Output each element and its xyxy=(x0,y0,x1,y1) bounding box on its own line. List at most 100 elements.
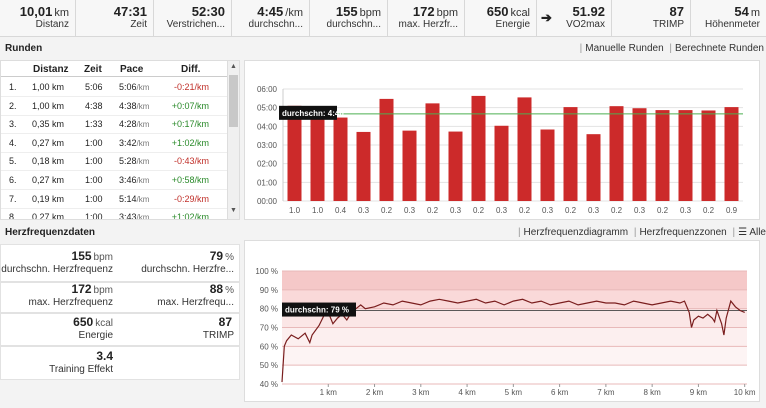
scroll-up-icon[interactable]: ▲ xyxy=(230,63,237,70)
x-tick-label: 6 km xyxy=(551,388,569,397)
summary-vo2max: 51.92 VO2max xyxy=(556,0,612,37)
x-tick-label: 0.3 xyxy=(450,206,462,215)
summary-distance: 10,01 km Distanz xyxy=(0,0,76,37)
lap-pace-unit: /km xyxy=(136,176,150,185)
hr-stat-row-2: 172 bpm max. Herzfrequenz 88% max. Herzfr… xyxy=(0,282,240,313)
lap-number: 8. xyxy=(9,212,17,220)
x-tick-label: 0.2 xyxy=(381,206,393,215)
hr-line-chart-svg: 40 % 50 % 60 % 70 % 80 % 90 % 100 % 1 km 2 km 3 k… xyxy=(255,267,756,397)
x-tick-label: 0.3 xyxy=(634,206,646,215)
lap-diff: -0:43/km xyxy=(173,156,209,167)
y-tick-label: 50 % xyxy=(260,361,278,370)
lap-diff: -0:21/km xyxy=(173,82,209,92)
x-tick-label: 0.2 xyxy=(565,206,577,215)
summary-time: 47:31 Zeit xyxy=(76,0,154,37)
lap-number: 6. xyxy=(9,175,17,185)
pace-bar xyxy=(563,107,578,201)
pace-bar xyxy=(448,131,463,201)
x-tick-label: 8 km xyxy=(643,388,661,397)
x-tick-label: 2 km xyxy=(366,388,384,397)
lap-distance: 0,27 km xyxy=(32,212,65,220)
lap-pace-unit: /km xyxy=(136,120,150,130)
x-tick-label: 0.3 xyxy=(496,206,508,215)
lap-time: 5:06 xyxy=(85,82,103,92)
lap-number: 5. xyxy=(9,156,17,167)
x-tick-label: 0.3 xyxy=(588,206,600,215)
x-tick-label: 1 km xyxy=(320,388,338,397)
y-tick-label: 80 % xyxy=(260,305,278,314)
table-row[interactable]: 2. 1,00 km 4:38 4:38/km +0:07/km xyxy=(1,97,227,116)
summary-avg-pace: 4:45/km durchschn... xyxy=(232,0,310,37)
hr-diagram-link[interactable]: Herzfrequenzdiagramm xyxy=(523,227,629,238)
lap-diff: +1:02/km xyxy=(171,137,209,148)
pace-bar xyxy=(333,117,348,201)
lap-time: 1:00 xyxy=(85,156,103,167)
scroll-thumb[interactable] xyxy=(229,75,238,127)
average-label-bg xyxy=(282,302,356,317)
summary-trimp: 87 TRIMP xyxy=(612,0,691,37)
table-row[interactable]: 8. 0,27 km 1:00 3:43/km +1:02/km xyxy=(1,208,227,220)
summary-max-hr: 172 bpm max. Herzfr... xyxy=(388,0,465,37)
pace-bar xyxy=(379,98,394,201)
hr-line-chart: 40 % 50 % 60 % 70 % 80 % 90 % 100 % 1 km 2 km 3 k… xyxy=(244,240,760,402)
x-tick-label: 0.3 xyxy=(404,206,416,215)
x-tick-label: 0.2 xyxy=(611,206,623,215)
table-row[interactable]: 1. 1,00 km 5:06 5:06/km -0:21/km xyxy=(1,78,227,97)
hr-zone-band xyxy=(282,271,747,290)
x-tick-label: 5 km xyxy=(505,388,523,397)
hr-stat-avg-bpm: 155 bpm durchschn. Herzfrequenz xyxy=(1,249,113,275)
scroll-down-icon[interactable]: ▼ xyxy=(230,207,237,214)
y-tick-label: 06:00 xyxy=(257,85,278,94)
lap-distance: 0,27 km xyxy=(32,137,65,148)
lap-pace: 3:42/km xyxy=(119,137,150,148)
hr-zone-band xyxy=(282,327,747,347)
table-row[interactable]: 7. 0,19 km 1:00 5:14/km -0:29/km xyxy=(1,190,227,209)
hr-stat-max-pct: 88% max. Herzfrequ... xyxy=(157,282,234,308)
y-tick-label: 02:00 xyxy=(257,160,278,169)
lap-pace-unit: /km xyxy=(136,194,150,204)
arrow-right-icon[interactable]: ➔ xyxy=(541,10,552,25)
table-row[interactable]: 4. 0,27 km 1:00 3:42/km +1:02/km xyxy=(1,134,227,153)
pace-bar xyxy=(540,129,555,201)
lap-pace: 5:28/km xyxy=(119,156,150,167)
lap-time: 1:00 xyxy=(85,175,103,185)
y-tick-label: 04:00 xyxy=(257,122,278,131)
menu-icon[interactable]: ☰ xyxy=(738,227,748,238)
calculated-laps-link[interactable]: Berechnete Runden xyxy=(675,43,764,54)
lap-pace: 3:43/km xyxy=(119,212,149,219)
lap-distance: 0,35 km xyxy=(32,119,65,130)
y-tick-label: 90 % xyxy=(260,286,278,295)
laps-scrollbar[interactable]: ▲ ▼ xyxy=(227,61,239,219)
hr-all-link[interactable]: Alle xyxy=(749,227,766,238)
lap-diff: -0:29/km xyxy=(173,193,209,204)
hr-zones-link[interactable]: Herzfrequenzzonen xyxy=(639,227,727,238)
hr-stat-avg-pct: 79% durchschn. Herzfre... xyxy=(141,249,234,275)
laps-table: Distanz Zeit Pace Diff. 1. 1,00 km 5:06 5:0… xyxy=(0,60,240,220)
laps-table-header: Distanz Zeit Pace Diff. xyxy=(1,61,227,77)
y-tick-label: 00:00 xyxy=(257,197,278,206)
table-row[interactable]: 6. 0,27 km 1:00 3:46/km +0:58/km xyxy=(1,171,227,190)
table-row[interactable]: 5. 0,18 km 1:00 5:28/km -0:43/km xyxy=(1,152,227,172)
y-tick-label: 100 % xyxy=(255,267,278,276)
average-label-bg xyxy=(279,105,337,120)
pace-bar xyxy=(471,95,486,201)
pace-bar xyxy=(586,134,601,201)
pace-bar xyxy=(402,130,417,201)
lap-distance: 1,00 km xyxy=(32,100,65,111)
lap-pace: 5:06/km xyxy=(119,82,150,92)
pace-bar-chart-svg: 00:00 01:00 02:00 03:00 04:00 05:00 06:00 1.0 1.… xyxy=(257,85,743,215)
lap-number: 1. xyxy=(9,82,17,92)
hr-stat-energy: 650 kcal Energie xyxy=(73,315,113,341)
lap-pace: 3:46/km xyxy=(119,175,150,185)
lap-distance: 0,18 km xyxy=(32,156,65,167)
x-tick-label: 0.2 xyxy=(519,206,531,215)
x-tick-label: 0.2 xyxy=(657,206,669,215)
table-row[interactable]: 3. 0,35 km 1:33 4:28/km +0:17/km xyxy=(1,115,227,135)
pace-bar xyxy=(287,105,302,201)
hr-stat-training-effect: 3.4 Training Effekt xyxy=(49,349,113,375)
summary-bar: 10,01 km Distanz 47:31 Zeit 52:30 Verstri… xyxy=(0,0,766,37)
manual-laps-link[interactable]: Manuelle Runden xyxy=(585,43,664,54)
lap-time: 1:00 xyxy=(85,212,103,220)
x-tick-label: 1.0 xyxy=(312,206,324,215)
x-tick-label: 0.2 xyxy=(703,206,715,215)
